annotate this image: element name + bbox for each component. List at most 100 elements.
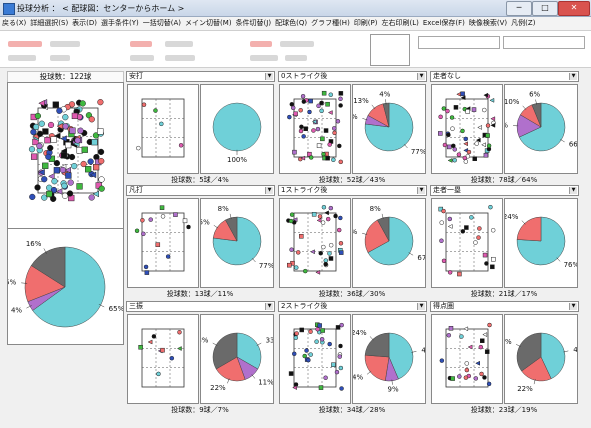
menu-main-switch[interactable]: メイン切替(M)	[185, 19, 232, 27]
pitch-marker	[317, 214, 323, 219]
pitch-marker	[446, 144, 452, 150]
pitch-marker	[289, 212, 295, 217]
pitch-marker	[338, 343, 343, 349]
dropdown-arrow-icon[interactable]: ▼	[265, 187, 273, 194]
redacted-value	[250, 55, 278, 61]
pitch-marker	[323, 128, 329, 133]
dropdown-arrow-icon[interactable]: ▼	[417, 187, 425, 194]
pitch-marker	[98, 176, 105, 183]
pie-leader-line	[21, 282, 28, 284]
pitch-count: 投球数：5球／4%	[171, 176, 229, 184]
condition-select[interactable]: 2ストライク後 ▼	[278, 301, 427, 312]
pitch-marker	[328, 256, 334, 261]
pie-label: 25%	[353, 228, 358, 236]
close-button[interactable]: ✕	[558, 1, 590, 16]
pitch-marker	[88, 194, 95, 201]
minimize-button[interactable]: ─	[506, 1, 532, 16]
maximize-button[interactable]: □	[532, 1, 558, 16]
condition-select[interactable]: 安打 ▼	[126, 71, 275, 82]
pitch-marker	[471, 107, 477, 112]
condition-select[interactable]: 1ストライク後 ▼	[278, 185, 427, 196]
pitch-marker	[98, 185, 105, 192]
pitch-marker	[28, 146, 36, 153]
pie-label: 8%	[370, 205, 381, 213]
dropdown-arrow-icon[interactable]: ▼	[417, 73, 425, 80]
menu-legend[interactable]: 凡例(Z)	[511, 19, 536, 27]
pitch-marker	[486, 381, 492, 387]
pitch-chart	[279, 314, 351, 404]
menu-pitch-color[interactable]: 配球色(Q)	[275, 19, 308, 27]
pitch-marker	[55, 188, 63, 195]
condition-select[interactable]: 三振 ▼	[126, 301, 275, 312]
pitch-marker	[450, 376, 455, 381]
pitch-marker	[50, 186, 58, 194]
menu-detail-select[interactable]: 詳細選択(S)	[30, 19, 69, 27]
pie-label: 33%	[266, 337, 273, 345]
pitch-marker	[338, 365, 344, 371]
pitch-marker	[134, 228, 140, 234]
menu-print[interactable]: 印刷(P)	[353, 19, 378, 27]
pitch-marker	[60, 152, 68, 159]
pitch-marker	[335, 118, 341, 124]
pitch-marker	[453, 105, 459, 110]
pitch-marker	[311, 128, 316, 133]
dropdown-arrow-icon[interactable]: ▼	[569, 73, 577, 80]
menu-condition-switch[interactable]: 条件切替(J)	[235, 19, 272, 27]
condition-select[interactable]: 凡打 ▼	[126, 185, 275, 196]
dropdown-arrow-icon[interactable]: ▼	[569, 303, 577, 310]
pie-slice	[364, 354, 390, 381]
pitch-count: 投球数：78球／64%	[470, 176, 538, 184]
dropdown-arrow-icon[interactable]: ▼	[417, 303, 425, 310]
dropdown-arrow-icon[interactable]: ▼	[265, 73, 273, 80]
pitch-marker	[41, 194, 48, 201]
pitch-marker	[69, 127, 76, 134]
pitch-marker	[320, 136, 325, 142]
pie-label: 100%	[227, 156, 247, 164]
dropdown-arrow-icon[interactable]: ▼	[569, 187, 577, 194]
pitch-marker	[466, 149, 472, 155]
pitch-marker	[457, 374, 462, 379]
pie-label: 4%	[11, 307, 22, 315]
condition-select[interactable]: 得点圏 ▼	[430, 301, 579, 312]
pitch-marker	[318, 385, 324, 390]
pitch-marker	[463, 375, 469, 380]
menu-graph-type[interactable]: グラフ種(H)	[311, 19, 350, 27]
menu-display[interactable]: 表示(D)	[72, 19, 98, 27]
pie-leader-line	[362, 118, 368, 121]
pitch-marker	[323, 375, 328, 380]
pitch-marker	[484, 261, 489, 266]
condition-select[interactable]: 走者一塁 ▼	[430, 185, 579, 196]
pitch-chart	[431, 84, 503, 174]
pitch-marker	[324, 210, 329, 216]
pitch-marker	[64, 166, 71, 174]
pitch-marker	[323, 261, 328, 267]
pie-leader-line	[408, 252, 414, 256]
menu-back[interactable]: 戻る(X)	[2, 19, 27, 27]
pitch-marker	[65, 172, 72, 179]
date-to-field[interactable]	[503, 36, 585, 49]
pitch-marker	[59, 166, 67, 174]
condition-select[interactable]: 走者なし ▼	[430, 71, 579, 82]
pitch-marker	[484, 349, 490, 354]
menu-bulk-switch[interactable]: 一括切替(A)	[142, 19, 182, 27]
pitch-marker	[41, 176, 48, 183]
pitch-marker	[56, 122, 64, 130]
pie-label: 76%	[564, 261, 577, 269]
pitch-marker	[318, 250, 323, 256]
pitch-marker	[315, 269, 321, 275]
menu-player-condition[interactable]: 選手条件(Y)	[101, 19, 139, 27]
condition-select[interactable]: 0ストライク後 ▼	[278, 71, 427, 82]
pie-leader-line	[535, 99, 537, 105]
menu-excel-save[interactable]: Excel保存(F)	[422, 19, 465, 27]
pitch-marker	[490, 116, 496, 122]
pitch-marker	[441, 208, 446, 214]
pitch-marker	[332, 130, 337, 136]
date-from-field[interactable]	[418, 36, 500, 49]
menu-lr-print[interactable]: 左右印刷(L)	[381, 19, 419, 27]
redacted-value	[280, 41, 314, 47]
menu-video-search[interactable]: 映像検索(V)	[468, 19, 508, 27]
pitch-marker	[460, 95, 466, 101]
pitch-marker	[447, 158, 453, 163]
condition-label: 走者なし	[433, 72, 461, 80]
dropdown-arrow-icon[interactable]: ▼	[265, 303, 273, 310]
